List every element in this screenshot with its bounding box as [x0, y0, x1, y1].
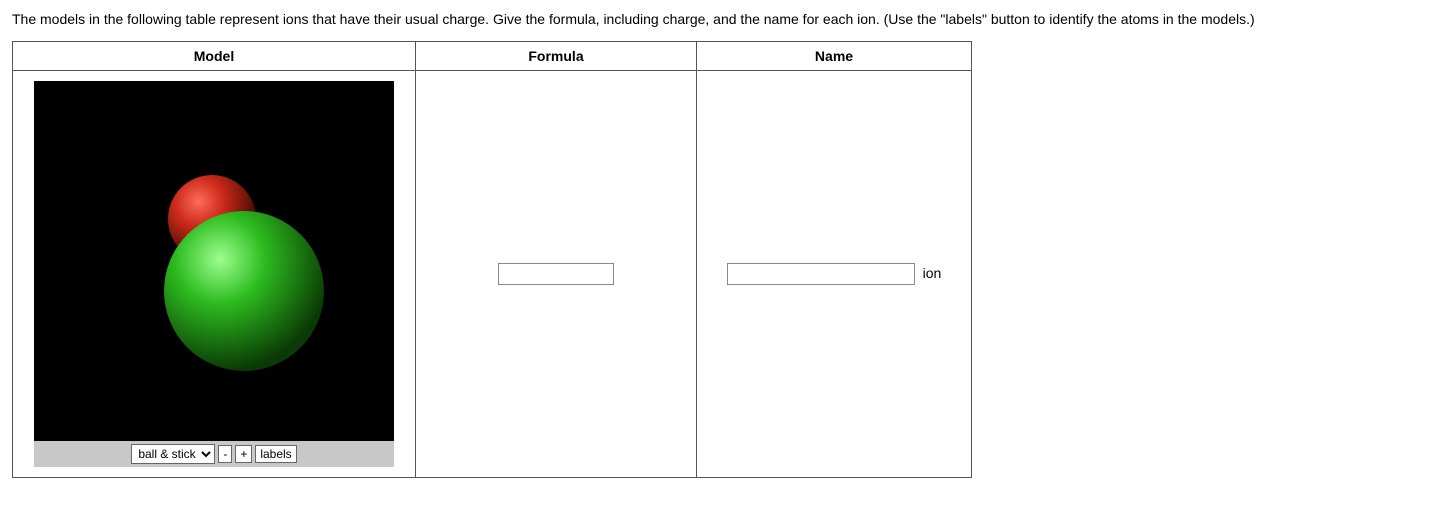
table-row: ball & stick - + labels ion — [13, 70, 972, 477]
labels-button[interactable]: labels — [255, 445, 296, 463]
col-header-model: Model — [13, 41, 416, 70]
ion-table: Model Formula Name ball & stick - + labe… — [12, 41, 972, 478]
name-input[interactable] — [727, 263, 915, 285]
col-header-formula: Formula — [416, 41, 697, 70]
name-cell: ion — [697, 70, 972, 477]
view-mode-select[interactable]: ball & stick — [131, 444, 215, 464]
formula-input[interactable] — [498, 263, 614, 285]
atom-green — [164, 211, 324, 371]
viewer-toolbar: ball & stick - + labels — [34, 441, 394, 467]
formula-cell — [416, 70, 697, 477]
molecule-viewer[interactable] — [34, 81, 394, 441]
zoom-out-button[interactable]: - — [218, 445, 232, 463]
ion-suffix-label: ion — [923, 265, 942, 281]
question-text: The models in the following table repres… — [12, 10, 1432, 29]
model-cell: ball & stick - + labels — [13, 70, 416, 477]
zoom-in-button[interactable]: + — [235, 445, 252, 463]
molecule-svg — [34, 81, 394, 441]
col-header-name: Name — [697, 41, 972, 70]
